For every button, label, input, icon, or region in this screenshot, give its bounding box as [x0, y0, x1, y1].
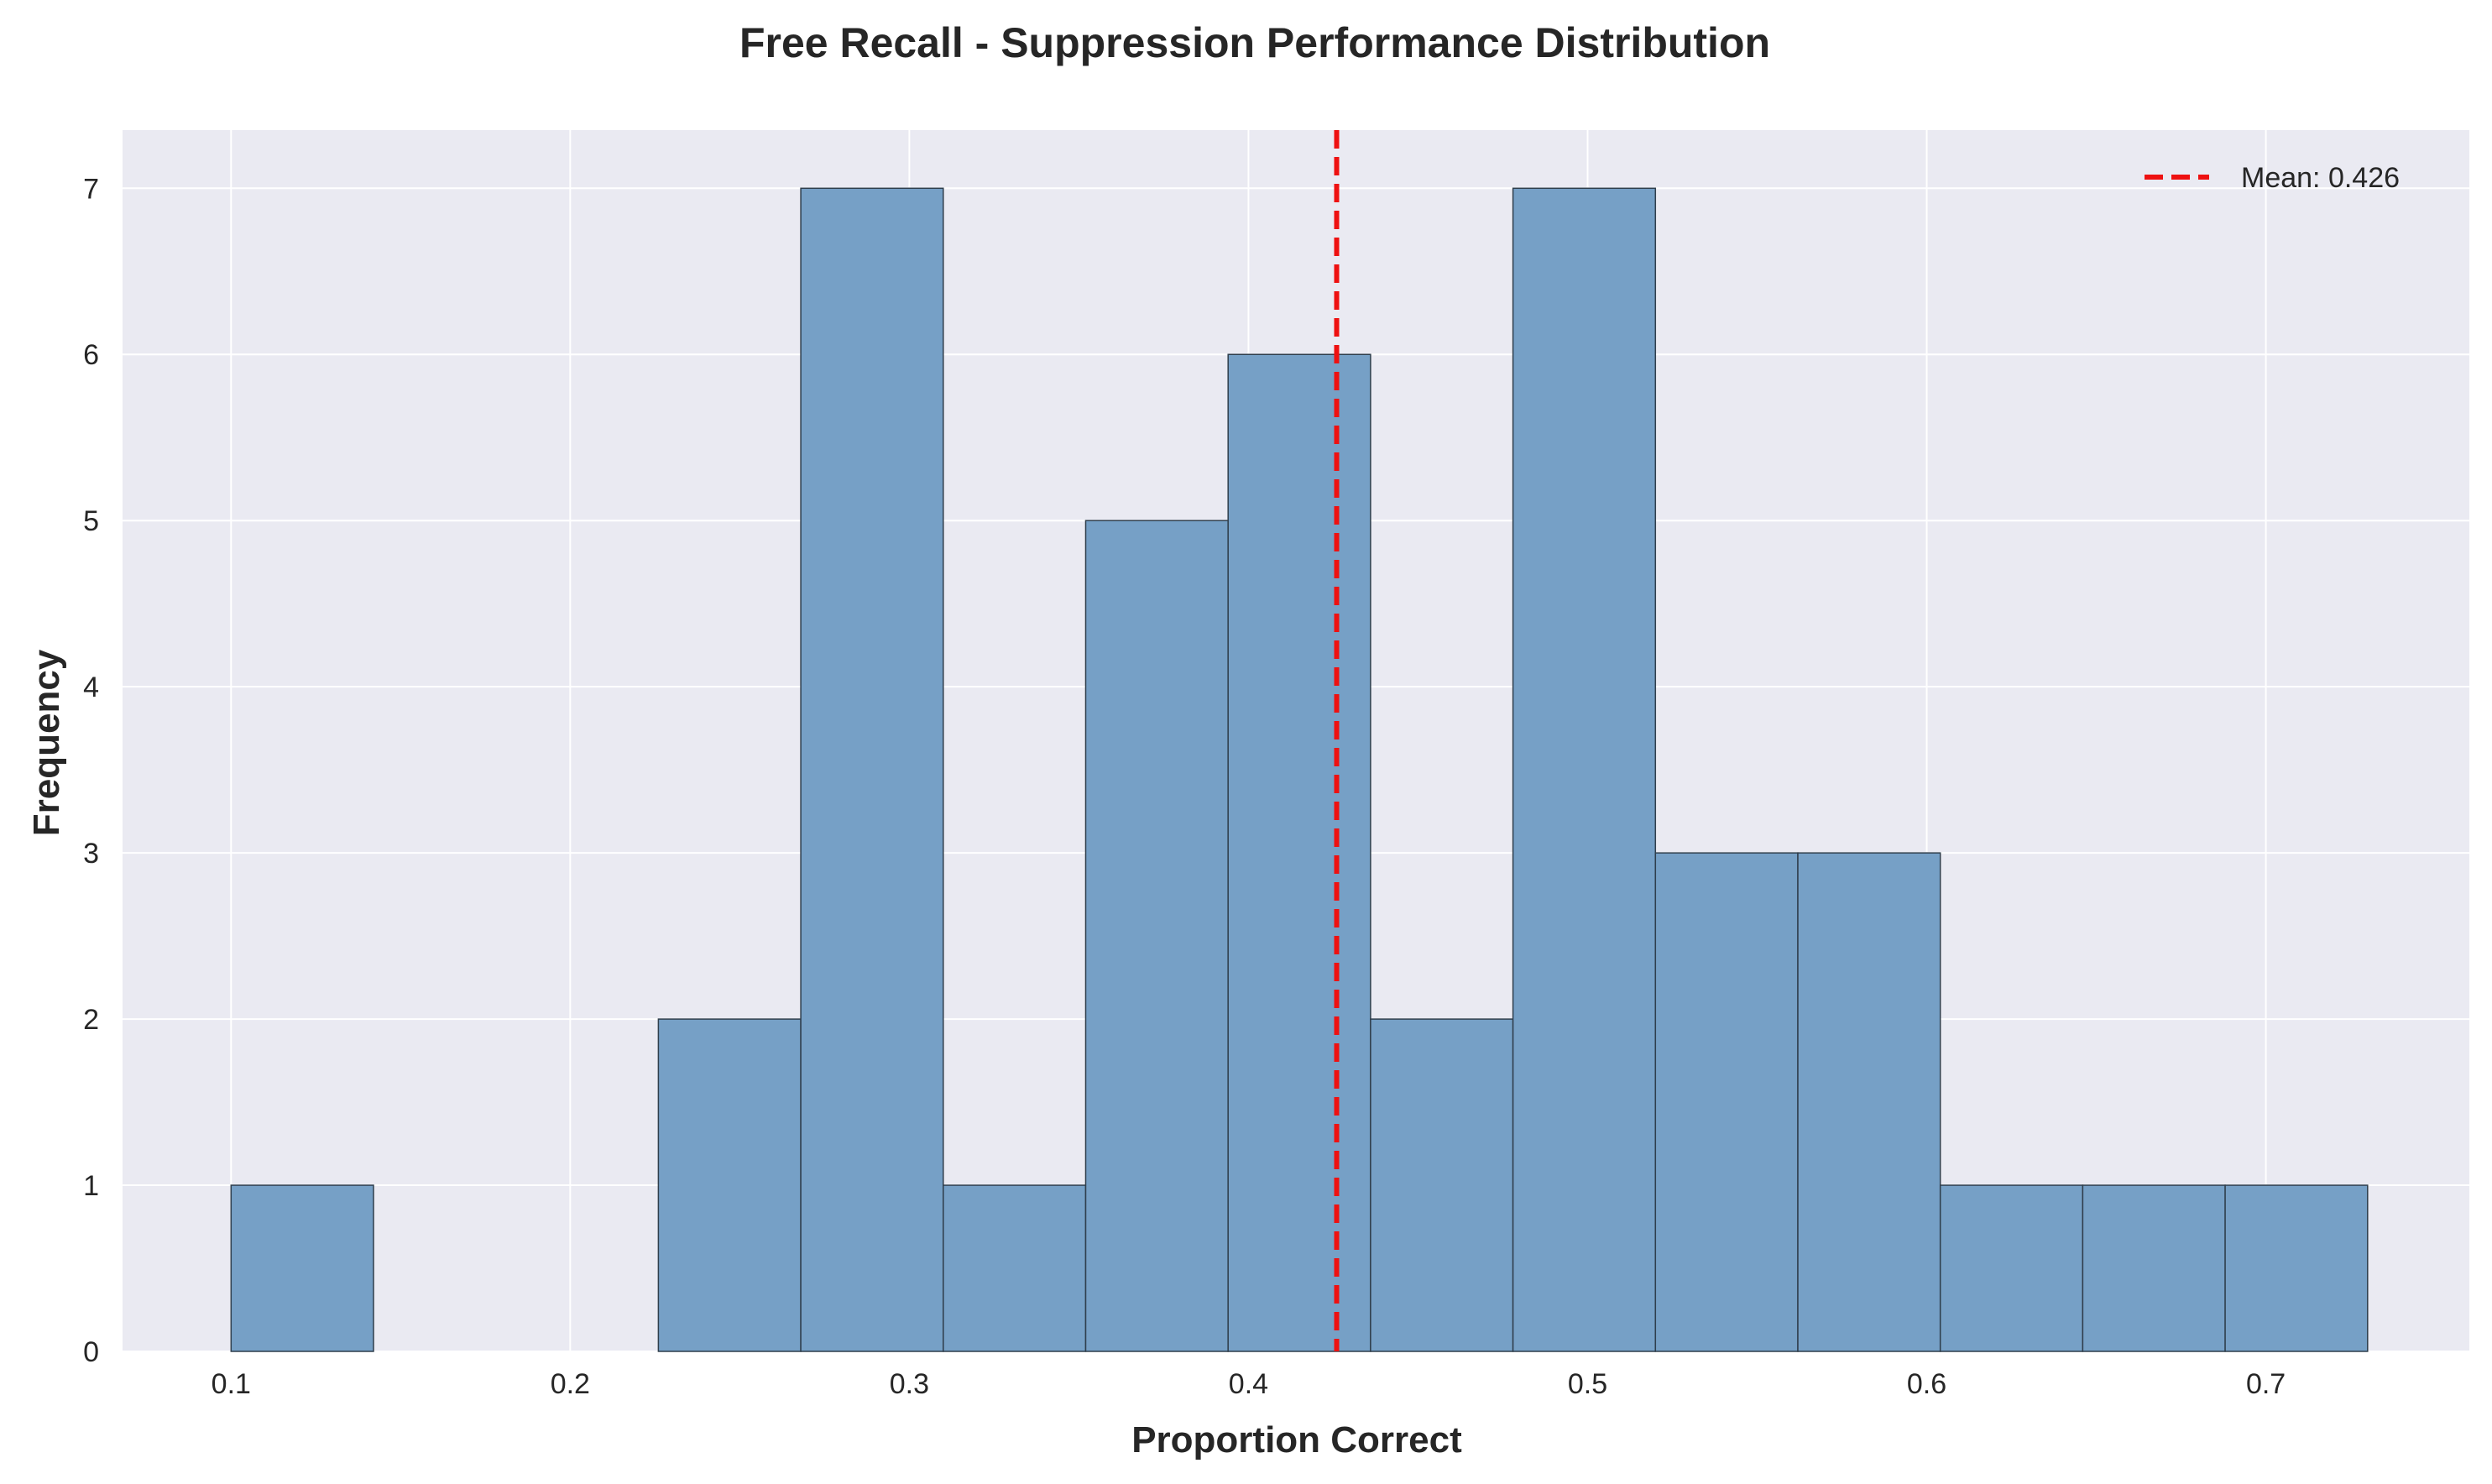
x-tick-label: 0.4 [1229, 1368, 1268, 1400]
histogram-bar [1797, 852, 1941, 1352]
x-tick-label: 0.1 [212, 1368, 251, 1400]
x-tick-label: 0.5 [1568, 1368, 1607, 1400]
histogram-bar [2082, 1184, 2226, 1352]
x-tick-label: 0.2 [551, 1368, 590, 1400]
y-tick-label: 7 [83, 173, 99, 205]
y-axis-label: Frequency [26, 649, 67, 836]
histogram-bar [2224, 1184, 2369, 1352]
y-tick-label: 1 [83, 1170, 99, 1202]
histogram-bar [1512, 187, 1657, 1352]
x-axis-label: Proportion Correct [1131, 1419, 1462, 1460]
histogram-bar [230, 1184, 374, 1352]
histogram-bar [1939, 1184, 2084, 1352]
x-tick-label: 0.3 [890, 1368, 929, 1400]
x-tick-label: 0.7 [2246, 1368, 2286, 1400]
y-tick-label: 2 [83, 1004, 99, 1036]
histogram-bars [230, 187, 2369, 1352]
histogram-bar [1654, 852, 1799, 1352]
legend: Mean: 0.426 [2145, 162, 2400, 194]
x-tick-label: 0.6 [1907, 1368, 1946, 1400]
histogram-bar [1084, 520, 1229, 1352]
histogram-bar [943, 1184, 1087, 1352]
y-tick-label: 3 [83, 838, 99, 870]
axis-ticks: 0.1 0.2 0.3 0.4 0.5 0.6 0.7 0 1 2 3 4 5 6 7 [83, 173, 2286, 1400]
y-tick-label: 4 [83, 671, 99, 703]
histogram-bar [1227, 353, 1371, 1352]
y-tick-label: 6 [83, 339, 99, 371]
chart-title: Free Recall - Suppression Performance Di… [739, 19, 1770, 66]
legend-mean-label: Mean: 0.426 [2241, 162, 2400, 194]
histogram-bar [1370, 1018, 1514, 1352]
y-tick-label: 0 [83, 1336, 99, 1368]
histogram-bar [800, 187, 944, 1352]
histogram-bar [657, 1018, 802, 1352]
y-tick-label: 5 [83, 505, 99, 537]
